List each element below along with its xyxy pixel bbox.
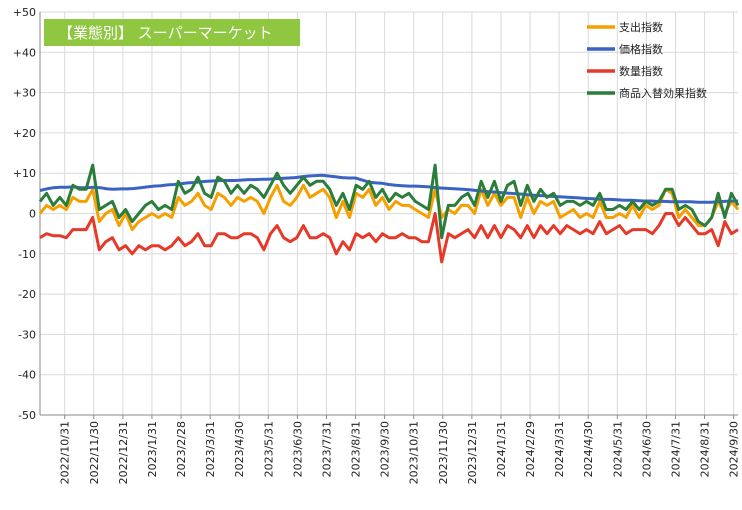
x-tick-label: 2023/7/31 bbox=[320, 421, 333, 477]
axes: +50 +40 +30 +20 +10 0 -10 -20 -30 -40 -50 2022/10/3… bbox=[13, 6, 741, 484]
x-tick-label: 2024/4/30 bbox=[582, 421, 595, 477]
x-tick-label: 2023/2/28 bbox=[175, 421, 188, 477]
legend-item-expenditure: 支出指数 bbox=[587, 20, 663, 34]
x-tick-label: 2023/5/31 bbox=[262, 421, 275, 477]
x-tick-label: 2024/7/31 bbox=[669, 421, 682, 477]
y-tick-label: +50 bbox=[13, 6, 36, 19]
x-tick-label: 2022/10/31 bbox=[59, 421, 72, 484]
legend-label: 支出指数 bbox=[619, 20, 663, 34]
legend-item-replacement-effect: 商品入替効果指数 bbox=[587, 86, 707, 100]
x-tick-label: 2024/2/29 bbox=[524, 421, 537, 477]
series-lines bbox=[38, 163, 740, 264]
x-tick-label: 2024/6/30 bbox=[640, 421, 653, 477]
legend-item-price: 価格指数 bbox=[587, 42, 663, 56]
x-tick-label: 2024/9/30 bbox=[728, 421, 741, 477]
y-tick-label: +10 bbox=[13, 167, 36, 180]
price-index-line bbox=[39, 173, 738, 204]
x-tick-label: 2023/11/30 bbox=[437, 421, 450, 484]
chart-title-box: 【業態別】 スーパーマーケット bbox=[44, 19, 300, 46]
y-tick-label: -40 bbox=[18, 369, 36, 382]
x-tick-label: 2024/5/31 bbox=[611, 421, 624, 477]
y-tick-label: -50 bbox=[18, 409, 36, 422]
legend-label: 価格指数 bbox=[619, 42, 663, 56]
y-tick-label: 0 bbox=[29, 208, 36, 221]
y-tick-label: +30 bbox=[13, 87, 36, 100]
x-tick-label: 2023/3/31 bbox=[204, 421, 217, 477]
x-tick-label: 2023/8/31 bbox=[350, 421, 363, 477]
legend-item-quantity: 数量指数 bbox=[587, 64, 663, 78]
expenditure-index-line bbox=[38, 183, 740, 232]
y-tick-label: +20 bbox=[13, 127, 36, 140]
x-tick-label: 2023/1/31 bbox=[146, 421, 159, 477]
legend-label: 数量指数 bbox=[619, 64, 663, 78]
x-tick-label: 2022/12/31 bbox=[117, 421, 130, 484]
legend-label: 商品入替効果指数 bbox=[619, 86, 707, 100]
y-tick-label: -30 bbox=[18, 328, 36, 341]
x-tick-label: 2022/11/30 bbox=[88, 421, 101, 484]
x-tick-label: 2024/8/31 bbox=[699, 421, 712, 477]
x-tick-label: 2023/4/30 bbox=[233, 421, 246, 477]
x-tick-label: 2023/12/31 bbox=[466, 421, 479, 484]
x-tick-label: 2023/6/30 bbox=[291, 421, 304, 477]
x-tick-label: 2024/1/31 bbox=[495, 421, 508, 477]
y-tick-label: -20 bbox=[18, 288, 36, 301]
y-tick-label: -10 bbox=[18, 248, 36, 261]
x-tick-label: 2023/10/31 bbox=[408, 421, 421, 484]
y-tick-label: +40 bbox=[13, 46, 36, 59]
x-tick-label: 2023/9/30 bbox=[379, 421, 392, 477]
product-replacement-effect-index-line bbox=[38, 163, 740, 240]
title-background bbox=[44, 19, 300, 46]
x-tick-label: 2024/3/31 bbox=[553, 421, 566, 477]
chart-title: 【業態別】 スーパーマーケット bbox=[58, 24, 273, 42]
quantity-index-line bbox=[39, 212, 739, 264]
